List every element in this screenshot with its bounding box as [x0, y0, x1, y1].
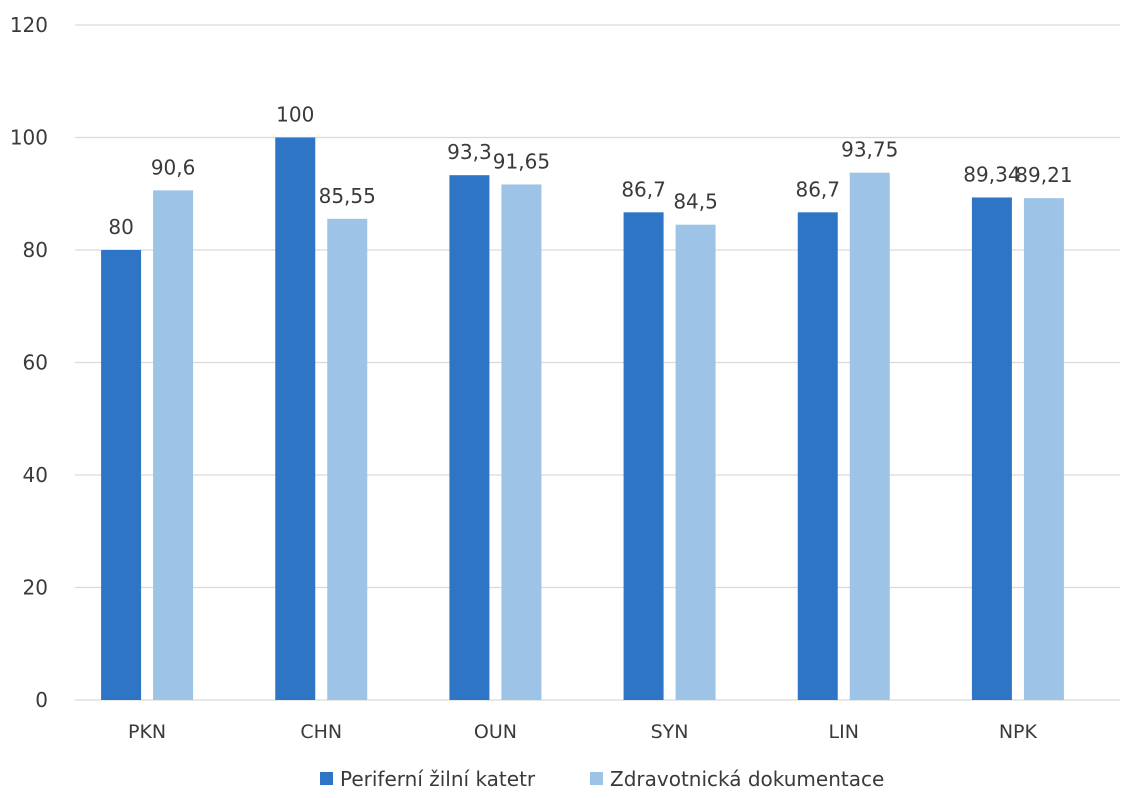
bar — [153, 190, 194, 700]
bar — [971, 197, 1012, 700]
legend-swatch — [590, 772, 603, 785]
x-tick-label: PKN — [128, 721, 166, 743]
bar — [449, 175, 490, 700]
gridlines — [75, 24, 1120, 701]
bar — [501, 184, 542, 700]
data-label: 89,21 — [1015, 163, 1072, 187]
x-tick-label: SYN — [651, 721, 689, 743]
data-label: 85,55 — [319, 184, 376, 208]
bar — [1023, 198, 1064, 700]
data-label: 86,7 — [621, 177, 666, 201]
bar — [675, 224, 716, 700]
x-tick-label: OUN — [474, 721, 517, 743]
legend: Periferní žilní katetr Zdravotnická dokum… — [320, 767, 884, 791]
data-label: 93,75 — [841, 138, 898, 162]
legend-label: Periferní žilní katetr — [340, 767, 536, 791]
y-tick-label: 120 — [10, 13, 48, 37]
bar — [101, 250, 142, 700]
data-label: 86,7 — [795, 177, 840, 201]
y-tick-label: 20 — [23, 576, 48, 600]
y-axis: 0 20 40 60 80 100 120 — [10, 13, 48, 712]
x-tick-label: CHN — [300, 721, 342, 743]
bar — [623, 212, 664, 700]
y-tick-label: 60 — [23, 351, 48, 375]
data-label: 89,34 — [963, 162, 1020, 186]
x-tick-label: NPK — [999, 721, 1038, 743]
bar — [849, 172, 890, 700]
y-tick-label: 80 — [23, 238, 48, 262]
y-tick-label: 100 — [10, 126, 48, 150]
bar — [327, 218, 368, 700]
data-label: 80 — [108, 215, 133, 239]
x-tick-label: LIN — [829, 721, 859, 743]
y-tick-label: 40 — [23, 463, 48, 487]
data-label: 90,6 — [151, 155, 196, 179]
bars — [101, 137, 1064, 700]
bar — [797, 212, 838, 700]
data-label: 93,3 — [447, 140, 492, 164]
data-label: 84,5 — [673, 190, 718, 214]
data-label: 100 — [276, 103, 314, 127]
legend-label: Zdravotnická dokumentace — [610, 767, 884, 791]
y-tick-label: 0 — [35, 688, 48, 712]
x-axis: PKN CHN OUN SYN LIN NPK — [128, 721, 1038, 743]
data-label: 91,65 — [493, 149, 550, 173]
bar — [275, 137, 316, 700]
legend-swatch — [320, 772, 333, 785]
